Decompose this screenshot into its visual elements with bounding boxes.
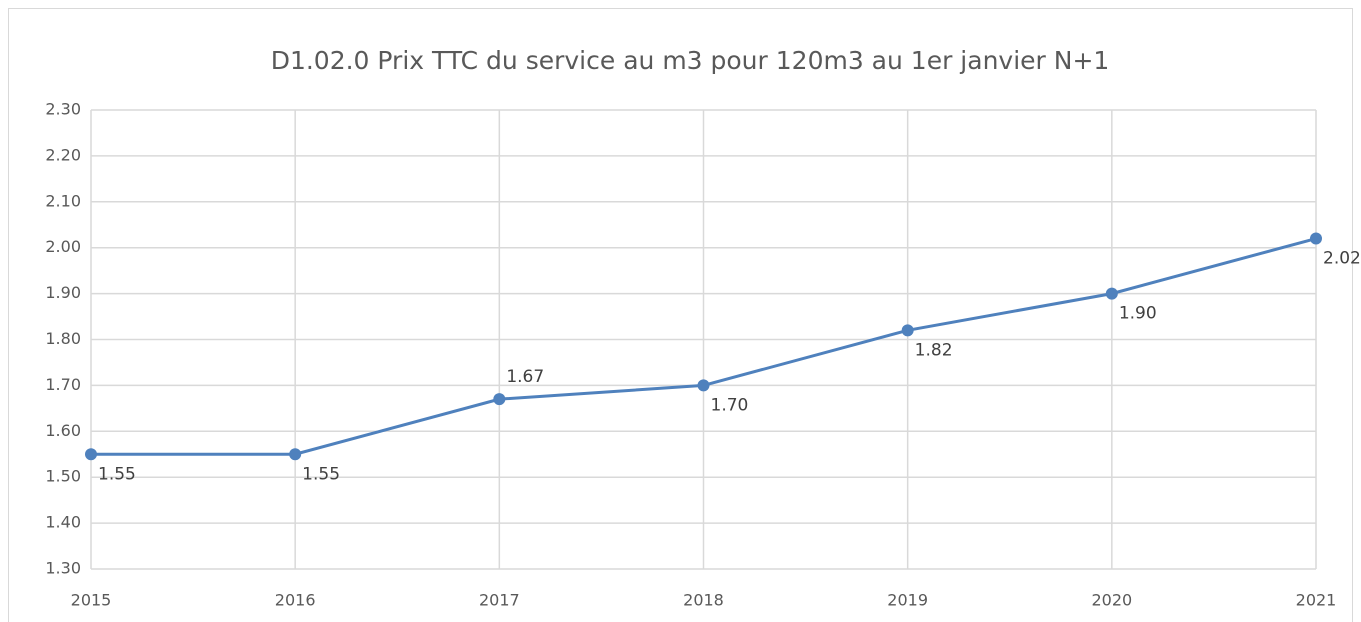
x-tick-label: 2020 — [1091, 591, 1132, 610]
data-label: 1.70 — [711, 395, 749, 415]
y-tick-label: 2.10 — [45, 191, 81, 210]
x-tick-label: 2021 — [1296, 591, 1337, 610]
point — [85, 448, 97, 461]
y-tick-label: 1.50 — [45, 467, 81, 486]
x-tick-label: 2018 — [683, 591, 724, 610]
y-tick-label: 1.60 — [45, 421, 81, 440]
point — [697, 379, 710, 392]
x-tick-label: 2015 — [71, 591, 112, 610]
y-tick-label: 2.30 — [45, 100, 81, 119]
point — [289, 448, 302, 461]
y-tick-label: 1.40 — [45, 513, 81, 532]
data-label: 1.67 — [506, 367, 544, 387]
y-tick-label: 1.70 — [45, 375, 81, 394]
y-tick-label: 1.90 — [45, 283, 81, 302]
point — [1310, 232, 1322, 245]
x-tick-label: 2016 — [275, 591, 316, 610]
data-label: 1.55 — [302, 464, 340, 484]
point — [493, 393, 506, 406]
data-label: 1.55 — [98, 464, 136, 484]
data-label: 2.02 — [1323, 249, 1361, 269]
x-tick-label: 2019 — [887, 591, 928, 610]
y-tick-label: 2.00 — [45, 237, 81, 256]
point — [901, 324, 914, 337]
x-tick-label: 2017 — [479, 591, 520, 610]
data-label: 1.90 — [1119, 304, 1157, 324]
y-tick-label: 1.80 — [45, 329, 81, 348]
y-tick-label: 1.30 — [45, 559, 81, 578]
point — [1105, 287, 1118, 300]
data-label: 1.82 — [915, 340, 953, 360]
y-tick-label: 2.20 — [45, 145, 81, 164]
chart-title: D1.02.0 Prix TTC du service au m3 pour 1… — [271, 46, 1110, 75]
